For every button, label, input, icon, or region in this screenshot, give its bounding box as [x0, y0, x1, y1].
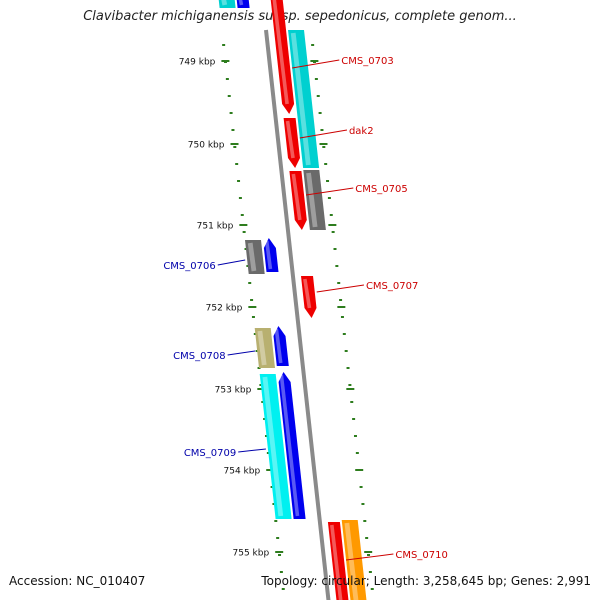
gene-feature-highlight [279, 374, 300, 517]
gene-feature-highlight [303, 278, 312, 309]
gene-label[interactable]: CMS_0707 [366, 281, 418, 292]
tick-label: 752 kbp [206, 304, 243, 314]
gene-label-leader [217, 259, 246, 266]
gene-label-leader [306, 187, 354, 196]
gene-feature-highlight [330, 524, 343, 600]
gene-feature-forward-type[interactable] [341, 520, 367, 600]
gene-feature-reverse-cds[interactable] [263, 238, 279, 272]
gene-feature-highlight [290, 32, 311, 166]
gene-label[interactable]: CMS_0709 [184, 448, 236, 459]
gene-feature-highlight [262, 376, 284, 517]
gene-feature-body[interactable] [278, 372, 306, 519]
gene-feature-reverse-type[interactable] [259, 374, 292, 519]
gene-feature-forward-cds[interactable] [327, 522, 349, 600]
tick-label: 749 kbp [179, 58, 216, 68]
genome-summary: Topology: circular; Length: 3,258,645 bp… [261, 574, 591, 588]
gene-feature-body[interactable] [273, 326, 289, 366]
tick-label: 750 kbp [188, 141, 225, 151]
accession-text: Accession: NC_010407 [9, 574, 146, 588]
gene-feature-body[interactable] [289, 171, 307, 230]
gene-feature-forward-type[interactable] [303, 170, 326, 230]
gene-label-leader [292, 59, 340, 69]
map-title: Clavibacter michiganensis subsp. sepedon… [83, 9, 517, 24]
gene-features[interactable] [218, 0, 367, 600]
gene-label[interactable]: CMS_0710 [395, 550, 447, 561]
gene-feature-body[interactable] [270, 0, 295, 114]
gene-feature-highlight [221, 0, 228, 6]
gene-feature-highlight [247, 242, 257, 272]
gene-feature-body[interactable] [263, 238, 279, 272]
gene-feature-highlight [272, 0, 289, 105]
gene-feature-body[interactable] [236, 0, 250, 8]
gene-label[interactable]: dak2 [349, 126, 374, 137]
gene-feature-forward-cds[interactable] [283, 118, 300, 168]
gene-feature-body[interactable] [327, 522, 349, 600]
gene-feature-reverse-cds[interactable] [278, 372, 306, 519]
gene-feature-body[interactable] [288, 30, 320, 168]
gene-feature-highlight [344, 522, 359, 600]
gene-feature-reverse-type[interactable] [218, 0, 236, 8]
gene-labels[interactable]: CMS_0703 dak2 CMS_0705 CMS_0707 CMS_0710 CMS_… [163, 56, 448, 561]
gene-label-leader [227, 350, 256, 356]
gene-feature-forward-cds[interactable] [289, 171, 307, 230]
tick-label: 754 kbp [224, 467, 261, 477]
gene-feature-highlight [257, 330, 267, 366]
tick-label: 751 kbp [197, 222, 234, 232]
gene-label[interactable]: CMS_0708 [173, 351, 225, 362]
gene-label-leader [299, 129, 348, 139]
gene-feature-highlight [306, 172, 318, 228]
gene-feature-reverse-type[interactable] [254, 328, 275, 368]
gene-feature-highlight [264, 240, 273, 270]
gene-label[interactable]: CMS_0706 [163, 261, 215, 272]
gene-feature-forward-cds[interactable] [270, 0, 295, 114]
gene-feature-body[interactable] [259, 374, 292, 519]
gene-feature-body[interactable] [254, 328, 275, 368]
gene-feature-highlight [274, 328, 283, 364]
gene-feature-highlight [238, 0, 244, 6]
gene-feature-body[interactable] [283, 118, 300, 168]
gene-label[interactable]: CMS_0705 [355, 184, 407, 195]
gene-feature-body[interactable] [301, 276, 317, 318]
gene-feature-reverse-type[interactable] [245, 240, 265, 274]
tick-label: 755 kbp [233, 549, 270, 559]
tick-label: 753 kbp [215, 386, 252, 396]
gene-feature-body[interactable] [218, 0, 236, 8]
gene-feature-highlight [291, 173, 302, 221]
gene-label-leader [238, 448, 266, 453]
gene-feature-body[interactable] [341, 520, 367, 600]
gene-feature-body[interactable] [245, 240, 265, 274]
genome-backbone [264, 29, 331, 600]
gene-label[interactable]: CMS_0703 [341, 56, 393, 67]
gene-feature-forward-type[interactable] [288, 30, 320, 168]
kbp-ticks: 749 kbp 750 kbp 751 kbp 752 kbp 753 kbp 754 k… [179, 58, 373, 559]
gene-label-leader [346, 553, 394, 561]
gene-feature-reverse-cds[interactable] [236, 0, 250, 8]
gene-feature-reverse-cds[interactable] [273, 326, 289, 366]
gene-label-leader [316, 284, 365, 293]
gene-feature-highlight [285, 120, 295, 159]
gene-feature-body[interactable] [303, 170, 326, 230]
gene-feature-forward-cds[interactable] [301, 276, 317, 318]
